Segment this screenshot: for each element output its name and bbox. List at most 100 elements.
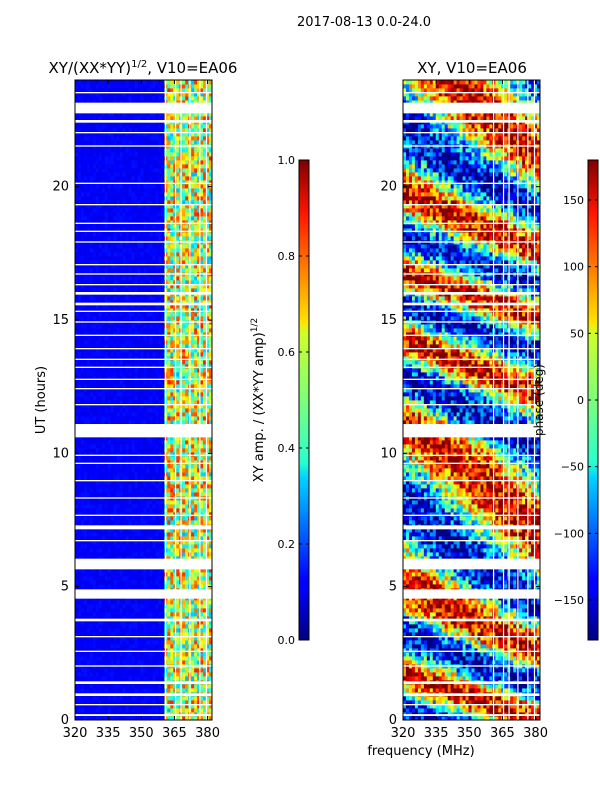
heatmap-cell bbox=[191, 476, 195, 481]
heatmap-cell bbox=[110, 640, 115, 645]
heatmap-cell bbox=[203, 312, 207, 317]
heatmap-cell bbox=[83, 360, 88, 365]
heatmap-cell bbox=[143, 636, 147, 641]
heatmap-cell bbox=[203, 404, 207, 409]
heatmap-cell bbox=[176, 288, 180, 293]
heatmap-cell bbox=[155, 500, 159, 505]
heatmap-cell bbox=[131, 572, 135, 577]
heatmap-cell bbox=[92, 640, 97, 645]
heatmap-cell bbox=[113, 396, 118, 401]
heatmap-cell bbox=[86, 676, 91, 681]
heatmap-cell bbox=[140, 304, 144, 309]
heatmap-cell bbox=[83, 488, 88, 493]
heatmap-cell bbox=[110, 472, 115, 477]
heatmap-cell bbox=[107, 468, 112, 473]
heatmap-cell bbox=[194, 580, 198, 585]
heatmap-cell bbox=[152, 444, 156, 449]
heatmap-cell bbox=[155, 700, 159, 705]
heatmap-cell bbox=[86, 464, 91, 469]
heatmap-cell bbox=[167, 400, 171, 405]
heatmap-cell bbox=[75, 332, 79, 337]
heatmap-cell bbox=[170, 672, 174, 677]
heatmap-cell bbox=[80, 628, 85, 633]
heatmap-cell bbox=[140, 572, 144, 577]
heatmap-cell bbox=[146, 308, 150, 313]
heatmap-cell bbox=[158, 468, 162, 473]
heatmap-cell bbox=[92, 636, 97, 641]
heatmap-cell bbox=[98, 312, 103, 317]
heatmap-cell bbox=[128, 412, 132, 417]
heatmap-cell bbox=[158, 696, 162, 701]
heatmap-cell bbox=[182, 604, 186, 609]
heatmap-cell bbox=[206, 348, 210, 353]
heatmap-cell bbox=[77, 304, 82, 309]
heatmap-cell bbox=[143, 608, 147, 613]
heatmap-cell bbox=[155, 384, 159, 389]
heatmap-cell bbox=[203, 536, 207, 541]
heatmap-cell bbox=[113, 324, 118, 329]
heatmap-cell bbox=[152, 716, 156, 721]
heatmap-cell bbox=[161, 568, 165, 573]
heatmap-cell bbox=[167, 332, 171, 337]
heatmap-cell bbox=[122, 440, 127, 445]
heatmap-cell bbox=[161, 336, 165, 341]
heatmap-cell bbox=[104, 676, 109, 681]
heatmap-cell bbox=[185, 456, 189, 461]
heatmap-cell bbox=[191, 584, 195, 589]
heatmap-cell bbox=[122, 328, 127, 333]
heatmap-cell bbox=[119, 316, 124, 321]
heatmap-cell bbox=[182, 384, 186, 389]
heatmap-cell bbox=[113, 640, 118, 645]
heatmap-cell bbox=[140, 700, 144, 705]
heatmap-cell bbox=[119, 328, 124, 333]
heatmap-cell bbox=[167, 608, 171, 613]
heatmap-cell bbox=[110, 304, 115, 309]
heatmap-cell bbox=[203, 504, 207, 509]
heatmap-cell bbox=[191, 376, 195, 381]
heatmap-cell bbox=[170, 288, 174, 293]
heatmap-cell bbox=[194, 640, 198, 645]
heatmap-cell bbox=[200, 296, 204, 301]
heatmap-cell bbox=[146, 708, 150, 713]
heatmap-cell bbox=[161, 476, 165, 481]
heatmap-cell bbox=[167, 604, 171, 609]
heatmap-cell bbox=[119, 636, 124, 641]
heatmap-cell bbox=[75, 632, 79, 637]
heatmap-cell bbox=[116, 300, 121, 305]
heatmap-cell bbox=[194, 488, 198, 493]
heatmap-cell bbox=[116, 484, 121, 489]
heatmap-cell bbox=[182, 696, 186, 701]
heatmap-cell bbox=[110, 328, 115, 333]
heatmap-cell bbox=[131, 660, 135, 665]
heatmap-cell bbox=[209, 440, 213, 445]
heatmap-cell bbox=[89, 600, 94, 605]
heatmap-cell bbox=[101, 308, 106, 313]
heatmap-cell bbox=[122, 356, 127, 361]
heatmap-cell bbox=[134, 500, 138, 505]
heatmap-cell bbox=[203, 704, 207, 709]
heatmap-cell bbox=[206, 400, 210, 405]
heatmap-cell bbox=[200, 540, 204, 545]
heatmap-cell bbox=[104, 380, 109, 385]
heatmap-cell bbox=[86, 628, 91, 633]
heatmap-cell bbox=[155, 620, 159, 625]
heatmap-cell bbox=[185, 676, 189, 681]
heatmap-cell bbox=[182, 452, 186, 457]
heatmap-cell bbox=[197, 392, 201, 397]
heatmap-cell bbox=[89, 380, 94, 385]
heatmap-cell bbox=[86, 640, 91, 645]
heatmap-cell bbox=[158, 408, 162, 413]
heatmap-cell bbox=[155, 512, 159, 517]
heatmap-cell bbox=[113, 416, 118, 421]
heatmap-cell bbox=[158, 568, 162, 573]
heatmap-cell bbox=[83, 628, 88, 633]
heatmap-cell bbox=[149, 704, 153, 709]
heatmap-cell bbox=[200, 408, 204, 413]
heatmap-cell bbox=[107, 440, 112, 445]
heatmap-cell bbox=[185, 376, 189, 381]
heatmap-cell bbox=[75, 380, 79, 385]
heatmap-cell bbox=[194, 348, 198, 353]
heatmap-cell bbox=[110, 440, 115, 445]
heatmap-cell bbox=[143, 472, 147, 477]
heatmap-cell bbox=[116, 656, 121, 661]
